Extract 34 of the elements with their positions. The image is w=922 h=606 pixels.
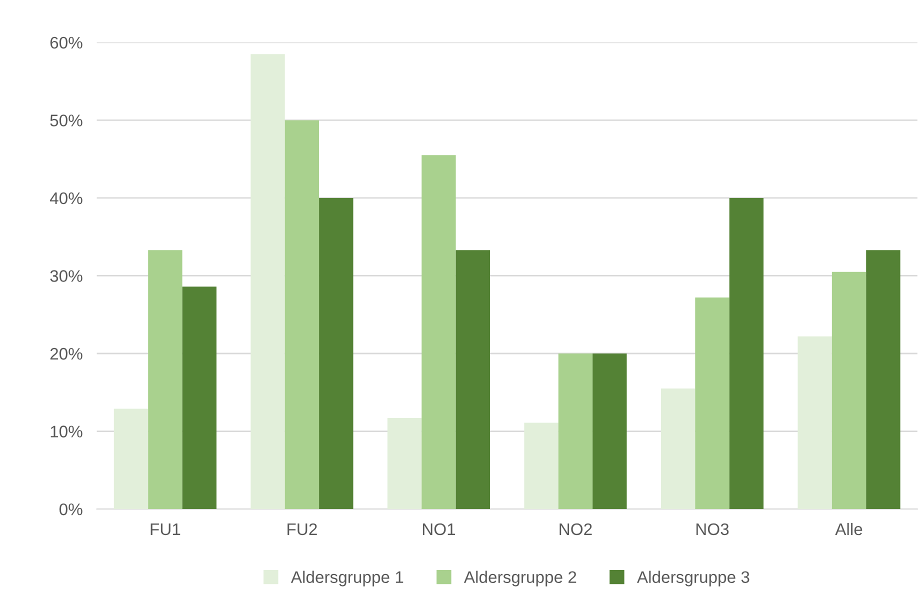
- x-tick-label: Alle: [835, 522, 862, 536]
- legend-label: Aldersgruppe 3: [636, 570, 750, 586]
- y-tick-label: 20%: [50, 348, 82, 360]
- legend-label: Aldersgruppe 2: [464, 570, 576, 586]
- x-tick-label: NO2: [560, 523, 592, 536]
- bar: [558, 354, 593, 510]
- bar: [456, 250, 490, 510]
- bar: [866, 250, 900, 510]
- y-tick-label: 50%: [50, 114, 82, 126]
- bar: [182, 286, 216, 510]
- bar: [250, 54, 285, 510]
- legend-label: Aldersgruppe 1: [290, 570, 404, 586]
- bar: [729, 198, 764, 510]
- x-tick-label: FU2: [288, 523, 317, 536]
- bar: [114, 408, 148, 510]
- bar: [695, 298, 730, 510]
- bar: [592, 354, 627, 510]
- y-tick-label: 30%: [50, 270, 82, 282]
- bar: [284, 120, 320, 510]
- bar: [798, 336, 832, 510]
- bar: [422, 155, 456, 510]
- x-tick-label: NO1: [422, 523, 456, 536]
- bar: [148, 250, 182, 510]
- bar: [660, 388, 696, 510]
- bar: [319, 198, 354, 510]
- y-tick-label: 60%: [50, 36, 82, 49]
- bar: [387, 418, 422, 510]
- y-tick-label: 10%: [50, 426, 82, 438]
- x-tick-label: FU1: [150, 524, 180, 536]
- y-tick-label: 40%: [50, 192, 82, 204]
- x-tick-label: NO3: [696, 523, 729, 536]
- bar: [524, 422, 558, 510]
- y-tick-label: 0%: [59, 503, 82, 516]
- bar: [832, 272, 866, 510]
